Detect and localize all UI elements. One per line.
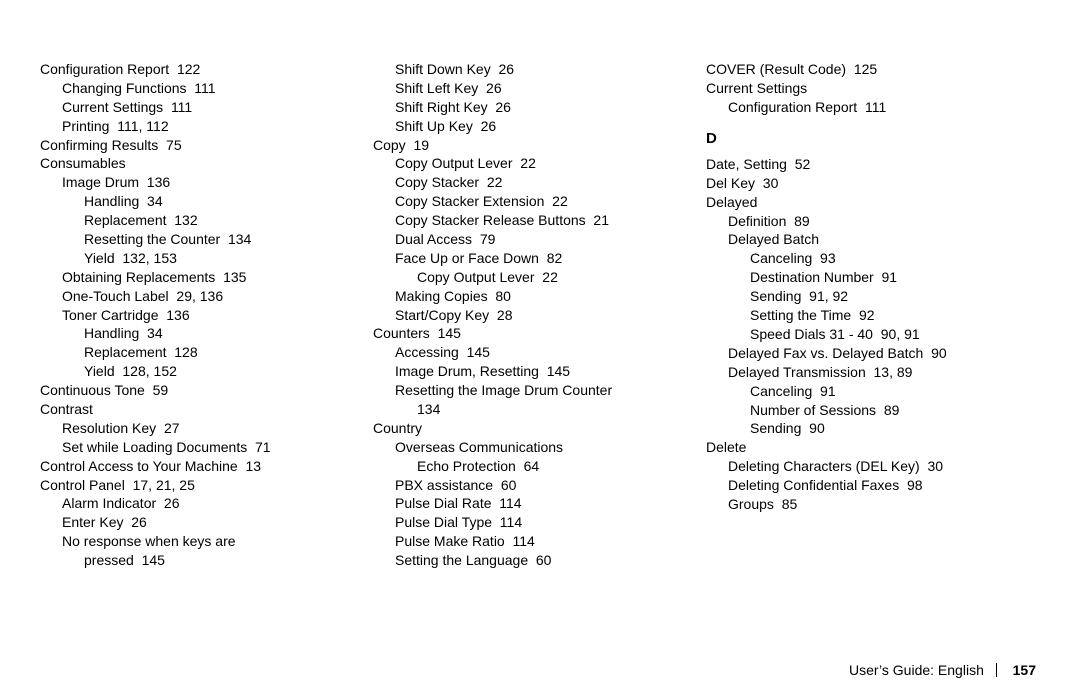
index-entry: Face Up or Face Down 82: [373, 249, 706, 268]
index-entry: Pulse Dial Type 114: [373, 513, 706, 532]
index-entry: Toner Cartridge 136: [40, 306, 373, 325]
index-entry: Alarm Indicator 26: [40, 494, 373, 513]
index-entry: Delayed Transmission 13, 89: [706, 363, 1039, 382]
index-entry: Delayed: [706, 193, 1039, 212]
index-entry: Obtaining Replacements 135: [40, 268, 373, 287]
index-entry: Resetting the Counter 134: [40, 230, 373, 249]
index-entry: Deleting Confidential Faxes 98: [706, 476, 1039, 495]
index-entry: No response when keys are: [40, 532, 373, 551]
index-entry: Contrast: [40, 400, 373, 419]
index-entry: Copy Stacker Release Buttons 21: [373, 211, 706, 230]
index-entry: Resetting the Image Drum Counter: [373, 381, 706, 400]
index-column-1: Configuration Report 122Changing Functio…: [40, 60, 373, 570]
index-entry: Changing Functions 111: [40, 79, 373, 98]
index-page: Configuration Report 122Changing Functio…: [40, 60, 1040, 570]
index-entry: Sending 90: [706, 419, 1039, 438]
footer-divider: [996, 663, 997, 677]
index-entry: Image Drum 136: [40, 173, 373, 192]
index-entry: Copy Stacker Extension 22: [373, 192, 706, 211]
index-entry: Pulse Make Ratio 114: [373, 532, 706, 551]
index-entry: Destination Number 91: [706, 268, 1039, 287]
index-entry: Shift Up Key 26: [373, 117, 706, 136]
index-entry: Consumables: [40, 154, 373, 173]
index-entry: Setting the Language 60: [373, 551, 706, 570]
index-entry: Dual Access 79: [373, 230, 706, 249]
index-entry: Making Copies 80: [373, 287, 706, 306]
index-entry: Del Key 30: [706, 174, 1039, 193]
index-entry: 134: [373, 400, 706, 419]
section-header: D: [706, 129, 1039, 149]
index-entry: Date, Setting 52: [706, 155, 1039, 174]
index-entry: Shift Right Key 26: [373, 98, 706, 117]
index-entry: Accessing 145: [373, 343, 706, 362]
index-entry: Setting the Time 92: [706, 306, 1039, 325]
index-entry: Replacement 132: [40, 211, 373, 230]
index-column-3: COVER (Result Code) 125Current SettingsC…: [706, 60, 1039, 570]
index-entry: Replacement 128: [40, 343, 373, 362]
index-entry: Groups 85: [706, 495, 1039, 514]
index-entry: Enter Key 26: [40, 513, 373, 532]
footer-label: User’s Guide: English: [849, 662, 984, 678]
index-entry: Copy Stacker 22: [373, 173, 706, 192]
index-entry: Yield 132, 153: [40, 249, 373, 268]
index-entry: Current Settings 111: [40, 98, 373, 117]
index-entry: One-Touch Label 29, 136: [40, 287, 373, 306]
index-entry: Sending 91, 92: [706, 287, 1039, 306]
index-entry: Canceling 91: [706, 382, 1039, 401]
index-entry: COVER (Result Code) 125: [706, 60, 1039, 79]
index-entry: Control Panel 17, 21, 25: [40, 476, 373, 495]
index-entry: Current Settings: [706, 79, 1039, 98]
index-entry: Continuous Tone 59: [40, 381, 373, 400]
index-entry: Configuration Report 111: [706, 98, 1039, 117]
index-entry: Copy Output Lever 22: [373, 154, 706, 173]
index-entry: Control Access to Your Machine 13: [40, 457, 373, 476]
index-entry: pressed 145: [40, 551, 373, 570]
index-entry: Confirming Results 75: [40, 136, 373, 155]
index-entry: Delayed Batch: [706, 230, 1039, 249]
index-entry: PBX assistance 60: [373, 476, 706, 495]
index-entry: Country: [373, 419, 706, 438]
index-entry: Copy Output Lever 22: [373, 268, 706, 287]
page-footer: User’s Guide: English 157: [849, 662, 1036, 678]
index-entry: Shift Down Key 26: [373, 60, 706, 79]
index-entry: Copy 19: [373, 136, 706, 155]
index-entry: Yield 128, 152: [40, 362, 373, 381]
index-entry: Speed Dials 31 - 40 90, 91: [706, 325, 1039, 344]
index-entry: Pulse Dial Rate 114: [373, 494, 706, 513]
index-entry: Delete: [706, 438, 1039, 457]
index-entry: Printing 111, 112: [40, 117, 373, 136]
index-entry: Echo Protection 64: [373, 457, 706, 476]
index-entry: Shift Left Key 26: [373, 79, 706, 98]
index-entry: Deleting Characters (DEL Key) 30: [706, 457, 1039, 476]
index-entry: Overseas Communications: [373, 438, 706, 457]
index-entry: Configuration Report 122: [40, 60, 373, 79]
index-entry: Definition 89: [706, 212, 1039, 231]
page-number: 157: [1013, 662, 1036, 678]
index-entry: Canceling 93: [706, 249, 1039, 268]
index-entry: Counters 145: [373, 324, 706, 343]
index-entry: Set while Loading Documents 71: [40, 438, 373, 457]
index-entry: Delayed Fax vs. Delayed Batch 90: [706, 344, 1039, 363]
index-entry: Number of Sessions 89: [706, 401, 1039, 420]
index-entry: Image Drum, Resetting 145: [373, 362, 706, 381]
index-column-2: Shift Down Key 26Shift Left Key 26Shift …: [373, 60, 706, 570]
index-entry: Handling 34: [40, 192, 373, 211]
index-entry: Start/Copy Key 28: [373, 306, 706, 325]
index-entry: Handling 34: [40, 324, 373, 343]
index-entry: Resolution Key 27: [40, 419, 373, 438]
